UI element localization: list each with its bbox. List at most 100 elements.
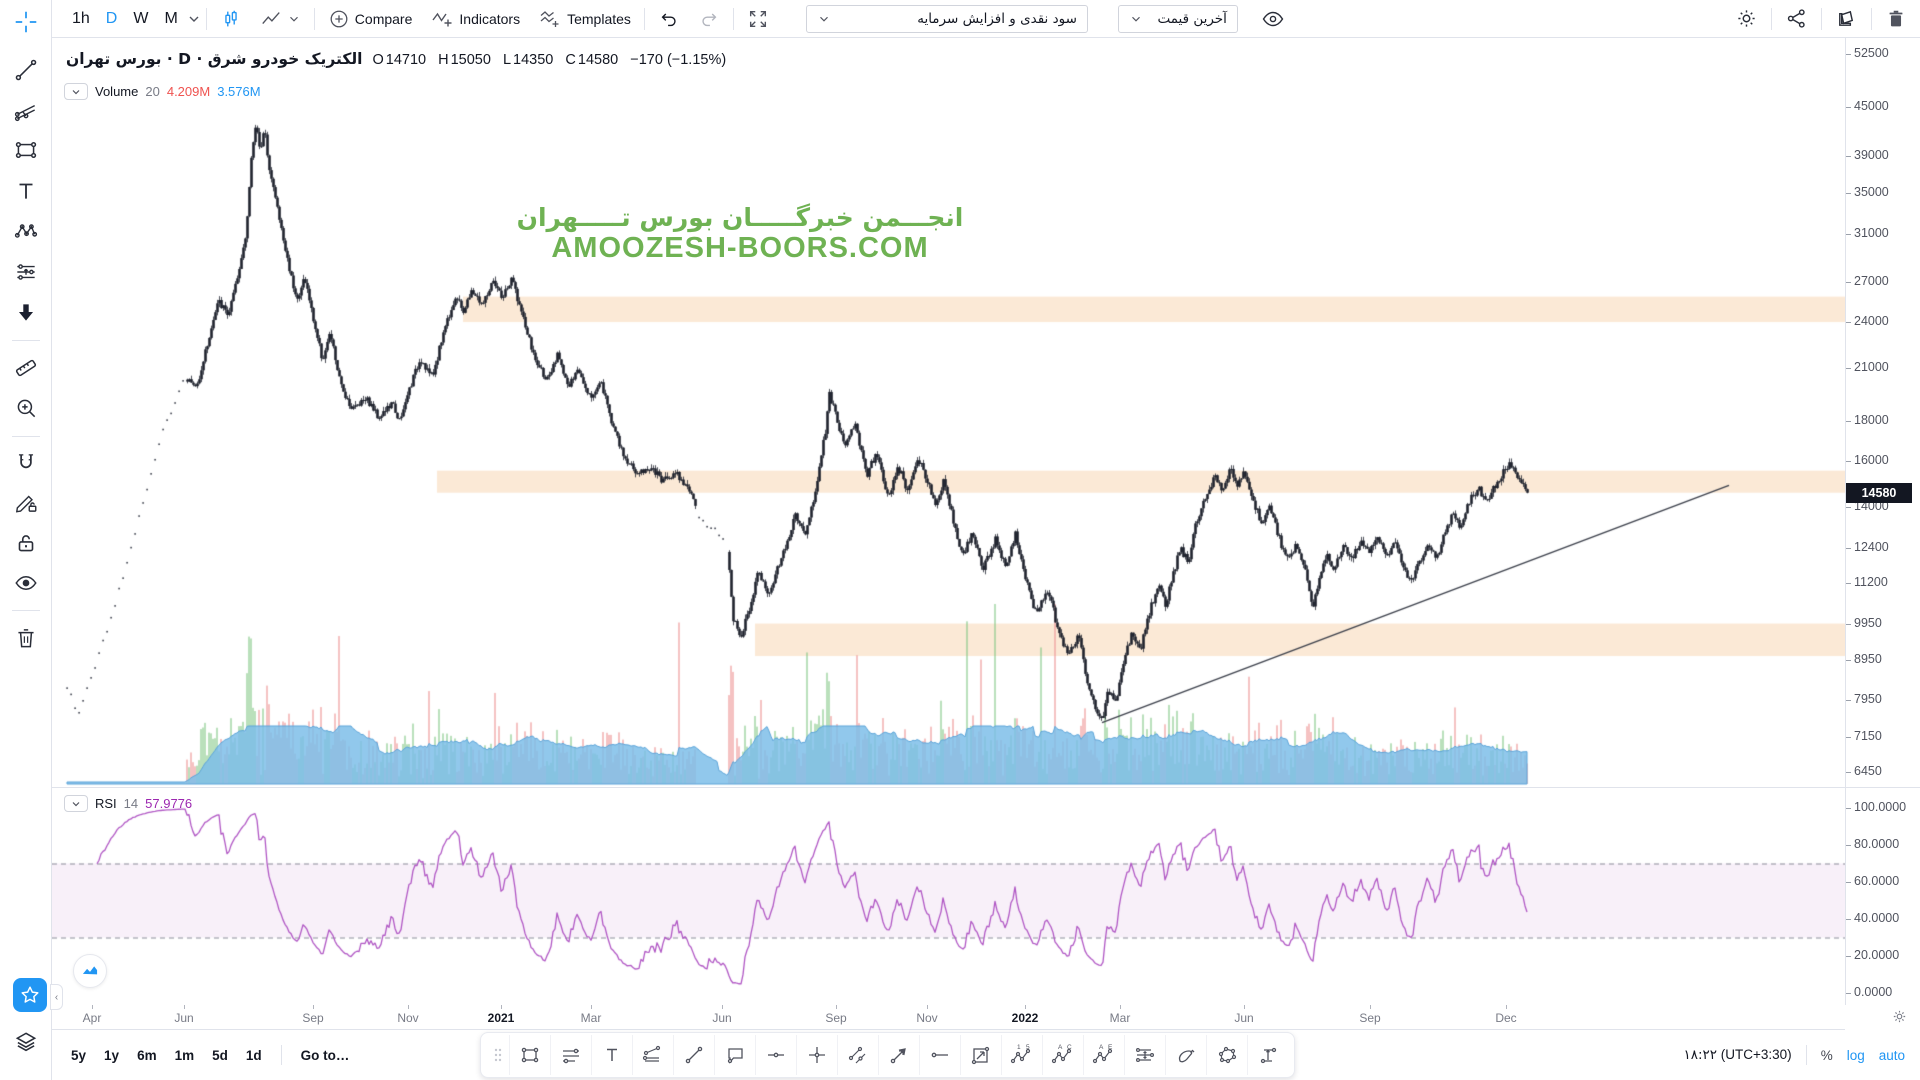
chevron-down-icon <box>1131 16 1140 22</box>
dock-callout-tool[interactable] <box>714 1035 755 1075</box>
object-tree-button[interactable] <box>10 1026 42 1058</box>
dividends-dropdown[interactable]: سود نقدی و افزایش سرمایه <box>805 4 1088 33</box>
pane-divider[interactable] <box>52 787 1920 788</box>
dock-cross-line-tool[interactable] <box>796 1035 837 1075</box>
volume-length: 20 <box>145 84 160 99</box>
magnet-tool[interactable] <box>10 447 42 479</box>
dock-brush-tool[interactable] <box>1165 1035 1206 1075</box>
dock-rectangle-tool[interactable] <box>509 1035 550 1075</box>
trend-line-tool[interactable] <box>10 54 42 86</box>
dock-elliott-wave-tool[interactable]: 1 5 <box>1001 1035 1042 1075</box>
price-axis[interactable]: 52500 45000 39000 35000 31000 27000 24000 21000… <box>1845 38 1920 1005</box>
price-tick-label: 24000 <box>1846 314 1889 328</box>
settings-button[interactable] <box>1726 0 1767 37</box>
dock-polyline-tool[interactable] <box>1206 1035 1247 1075</box>
screenshot-button[interactable] <box>1826 0 1867 37</box>
arrow-marker-tool[interactable] <box>10 296 42 328</box>
svg-text:1: 1 <box>1017 1044 1021 1051</box>
dock-wave-tool[interactable]: A E <box>1083 1035 1124 1075</box>
compare-button[interactable]: Compare <box>319 0 422 37</box>
interval-M[interactable]: M <box>164 9 178 27</box>
star-icon <box>21 986 39 1003</box>
time-tick <box>722 1005 723 1009</box>
dock-price-range-tool[interactable] <box>1247 1035 1288 1075</box>
interval-1h[interactable]: 1h <box>72 9 90 27</box>
lock-all-tool[interactable] <box>10 527 42 559</box>
delete-button[interactable] <box>1876 0 1916 37</box>
time-label: Mar <box>1109 1011 1131 1025</box>
goto-button[interactable]: Go to… <box>300 1047 350 1063</box>
time-label: Jun <box>712 1011 732 1025</box>
percent-scale-button[interactable]: % <box>1820 1047 1833 1063</box>
dock-date-price-range-tool[interactable] <box>1124 1035 1165 1075</box>
dock-horizontal-line-tool[interactable] <box>755 1035 796 1075</box>
dock-arrow-tool[interactable] <box>878 1035 919 1075</box>
time-axis-gear-icon[interactable] <box>1891 1008 1908 1028</box>
dock-pitchfork-tool[interactable] <box>632 1035 673 1075</box>
measure-tool[interactable] <box>10 352 42 384</box>
line-chart-icon <box>262 11 280 24</box>
svg-text:A: A <box>1099 1044 1104 1051</box>
dock-horizontal-ray-tool[interactable] <box>919 1035 960 1075</box>
patterns-tool[interactable] <box>10 215 42 247</box>
rectangle-icon <box>15 141 37 159</box>
zoom-in-tool[interactable] <box>10 392 42 424</box>
volume-indicator-legend[interactable]: Volume 20 4.209M 3.576M <box>64 83 261 100</box>
platform-logo-button[interactable] <box>73 954 107 988</box>
time-label: Jun <box>1234 1011 1254 1025</box>
interval-menu-chevron-icon[interactable] <box>186 11 202 27</box>
price-tick-label: 8950 <box>1846 652 1882 666</box>
templates-button[interactable]: Templates <box>529 0 640 37</box>
visibility-button[interactable] <box>1252 0 1294 37</box>
last-price-dropdown[interactable]: آخرین قیمت <box>1117 4 1238 33</box>
auto-scale-button[interactable]: auto <box>1878 1047 1905 1063</box>
svg-text:C: C <box>1067 1044 1072 1051</box>
drawing-lock-tool[interactable] <box>10 487 42 519</box>
price-chart-canvas[interactable] <box>52 38 1845 1005</box>
svg-text:A: A <box>1058 1044 1063 1051</box>
rsi-indicator-legend[interactable]: RSI 14 57.9776 <box>64 795 192 812</box>
shapes-tool[interactable] <box>10 134 42 166</box>
symbol-legend[interactable]: الکتریک خودرو شرق · D · بورس تهران O 1471… <box>66 50 728 68</box>
interval-W[interactable]: W <box>133 9 149 27</box>
crosshair-tool[interactable] <box>10 6 42 38</box>
share-button[interactable] <box>1776 0 1817 37</box>
time-tick <box>501 1005 502 1009</box>
range-1d-button[interactable]: 1d <box>245 1047 262 1063</box>
dock-parallel-channel-tool[interactable] <box>837 1035 878 1075</box>
dock-parallel-lines-tool[interactable] <box>550 1035 591 1075</box>
range-5y-button[interactable]: 5y <box>71 1047 87 1063</box>
symbol-title[interactable]: الکتریک خودرو شرق · D · بورس تهران <box>66 50 363 68</box>
range-6m-button[interactable]: 6m <box>137 1047 157 1063</box>
text-tool[interactable] <box>10 175 42 207</box>
chart-type-line-button[interactable] <box>251 0 310 37</box>
fullscreen-button[interactable] <box>738 0 778 37</box>
dock-projection-tool[interactable] <box>960 1035 1001 1075</box>
dock-drag-handle[interactable] <box>487 1035 509 1075</box>
time-tick <box>184 1005 185 1009</box>
log-scale-button[interactable]: log <box>1846 1047 1865 1063</box>
zoom-in-icon <box>17 399 36 418</box>
dock-abcd-pattern-tool[interactable]: A C <box>1042 1035 1083 1075</box>
gann-fib-tool[interactable] <box>10 94 42 126</box>
favorites-button[interactable] <box>13 978 47 1012</box>
volume-collapse-button[interactable] <box>64 83 88 100</box>
dock-text-tool[interactable] <box>591 1035 632 1075</box>
interval-D[interactable]: D <box>105 9 118 27</box>
hide-all-tool[interactable] <box>10 567 42 599</box>
remove-drawings-tool[interactable] <box>10 622 42 654</box>
range-1y-button[interactable]: 1y <box>104 1047 120 1063</box>
rsi-length: 14 <box>123 796 139 811</box>
chevron-down-icon <box>289 16 298 22</box>
range-1m-button[interactable]: 1m <box>174 1047 195 1063</box>
price-tick-label: 18000 <box>1846 413 1889 427</box>
time-axis[interactable]: Apr Jun Sep Nov 2021 Mar Jun Sep Nov 2022 Mar Jun Se… <box>52 1005 1906 1030</box>
range-5d-button[interactable]: 5d <box>212 1047 228 1063</box>
chart-type-candles-button[interactable] <box>211 0 251 37</box>
undo-button[interactable] <box>649 0 689 37</box>
redo-button[interactable] <box>689 0 729 37</box>
prediction-tool[interactable] <box>10 256 42 288</box>
indicators-button[interactable]: Indicators <box>421 0 529 37</box>
rsi-collapse-button[interactable] <box>64 795 88 812</box>
dock-trend-line-tool[interactable] <box>673 1035 714 1075</box>
